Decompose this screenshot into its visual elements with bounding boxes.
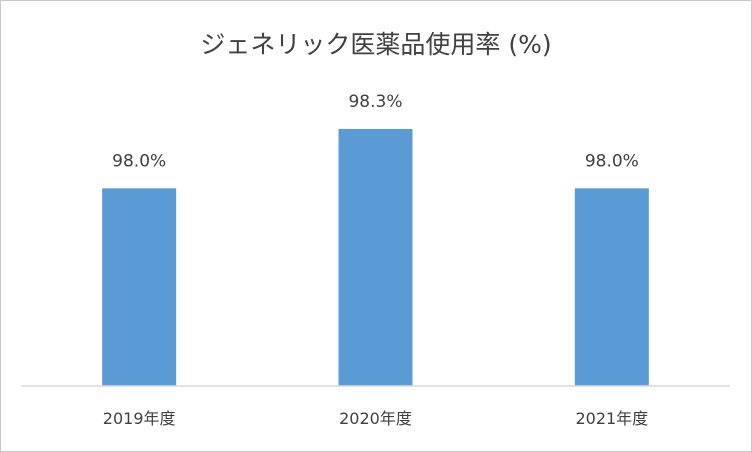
bar-0 bbox=[102, 188, 177, 386]
data-label-2: 98.0% bbox=[585, 151, 639, 171]
x-tick-label-0: 2019年度 bbox=[103, 409, 176, 428]
bar-1 bbox=[338, 129, 413, 386]
data-labels-group: 98.0% 98.3% 98.0% bbox=[112, 92, 639, 171]
x-tick-label-2: 2021年度 bbox=[575, 409, 648, 428]
bar-2 bbox=[574, 188, 649, 386]
x-tick-labels-group: 2019年度 2020年度 2021年度 bbox=[103, 409, 648, 428]
data-label-0: 98.0% bbox=[112, 151, 166, 171]
chart-title: ジェネリック医薬品使用率 (%) bbox=[200, 30, 551, 59]
data-label-1: 98.3% bbox=[348, 92, 402, 112]
bars-group bbox=[102, 129, 649, 386]
x-tick-label-1: 2020年度 bbox=[339, 409, 412, 428]
